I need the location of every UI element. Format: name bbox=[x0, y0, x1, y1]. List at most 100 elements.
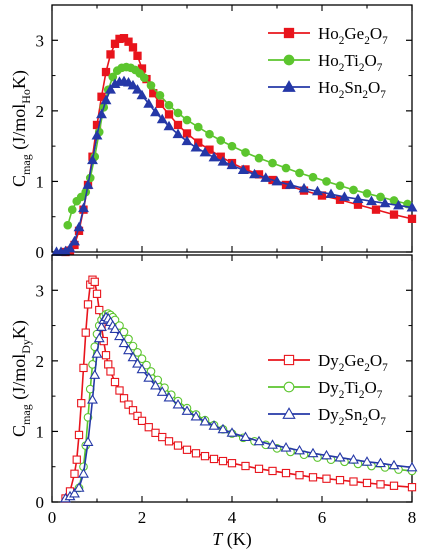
legend-label-text: Dy bbox=[318, 405, 339, 424]
data-point bbox=[322, 177, 331, 186]
data-point bbox=[151, 428, 160, 437]
data-point bbox=[362, 478, 372, 488]
data-point bbox=[308, 172, 318, 182]
data-point bbox=[253, 435, 265, 446]
data-point bbox=[285, 179, 296, 189]
data-point bbox=[72, 455, 81, 464]
legend-entry: Ho2Ti2O7 bbox=[268, 51, 383, 74]
data-point bbox=[308, 473, 318, 482]
data-point bbox=[334, 451, 346, 462]
legend-entry: Dy2Ge2O7 bbox=[268, 351, 388, 374]
legend-label: Ho2Ge2O7 bbox=[318, 24, 388, 47]
series-line bbox=[66, 66, 408, 226]
data-point bbox=[139, 73, 149, 83]
data-point bbox=[388, 459, 400, 470]
data-point bbox=[136, 89, 148, 100]
data-point bbox=[137, 354, 147, 364]
data-point bbox=[82, 179, 94, 189]
legend-label-subscript: 2 bbox=[339, 416, 345, 428]
data-point bbox=[106, 367, 115, 376]
data-point bbox=[241, 148, 250, 157]
data-point bbox=[73, 482, 85, 492]
data-point bbox=[156, 386, 168, 396]
data-point bbox=[208, 420, 220, 430]
data-point bbox=[193, 122, 203, 132]
data-point bbox=[254, 153, 264, 163]
data-point bbox=[182, 445, 192, 454]
data-point bbox=[106, 50, 115, 59]
y-label-symbol: C bbox=[9, 425, 29, 437]
legend-label-text: Ge bbox=[344, 351, 364, 370]
data-point bbox=[254, 464, 264, 473]
data-point bbox=[118, 337, 130, 348]
data-point bbox=[132, 84, 143, 94]
legend-label-subscript: 2 bbox=[339, 89, 345, 101]
data-point bbox=[226, 427, 238, 437]
data-point bbox=[63, 220, 73, 230]
data-point bbox=[312, 185, 323, 196]
data-point bbox=[89, 369, 101, 379]
x-tick-label: 8 bbox=[408, 508, 417, 527]
data-point bbox=[389, 481, 399, 490]
y-tick-label: 2 bbox=[36, 102, 45, 121]
data-point bbox=[181, 405, 193, 415]
legend-label-text: Ti bbox=[344, 378, 359, 397]
legend-label-text: Ti bbox=[344, 51, 359, 70]
data-point bbox=[349, 477, 358, 486]
legend-label-text: O bbox=[365, 51, 377, 70]
data-point bbox=[150, 379, 161, 390]
data-point bbox=[181, 135, 193, 146]
data-point bbox=[124, 37, 133, 46]
legend-label-subscript: 2 bbox=[359, 389, 365, 401]
data-point bbox=[281, 163, 291, 173]
y-tick-label: 3 bbox=[36, 31, 45, 50]
legend-label-subscript: 2 bbox=[339, 35, 345, 47]
data-point bbox=[123, 344, 134, 355]
data-point bbox=[172, 128, 184, 139]
data-point bbox=[109, 323, 121, 334]
data-point bbox=[190, 141, 202, 152]
data-point bbox=[173, 441, 183, 450]
y-label-unit-subscript: Dy bbox=[19, 339, 33, 354]
data-point bbox=[322, 474, 331, 483]
legend-label: Dy2Ge2O7 bbox=[318, 351, 388, 374]
data-point bbox=[69, 487, 80, 498]
data-point bbox=[79, 363, 88, 373]
data-point bbox=[150, 106, 161, 117]
legend-label-text: O bbox=[370, 24, 382, 43]
data-point bbox=[281, 468, 291, 478]
data-point bbox=[182, 115, 192, 125]
data-point bbox=[137, 416, 147, 425]
data-point bbox=[78, 468, 89, 478]
data-point bbox=[127, 351, 139, 362]
x-tick-label: 6 bbox=[318, 508, 327, 527]
data-point bbox=[104, 360, 113, 369]
data-point bbox=[379, 197, 391, 208]
data-point bbox=[389, 210, 399, 219]
legend-label-text: Ho bbox=[318, 51, 339, 70]
x-tick-label: 0 bbox=[48, 508, 57, 527]
data-point bbox=[87, 394, 98, 404]
data-point bbox=[128, 43, 138, 52]
y-tick-label: 3 bbox=[36, 281, 45, 300]
data-point bbox=[114, 330, 125, 341]
data-point bbox=[146, 81, 156, 90]
legend-label-text: Dy bbox=[318, 378, 339, 397]
y-label-subscript: mag bbox=[19, 154, 33, 175]
legend-label-subscript: 7 bbox=[377, 62, 383, 74]
y-axis-label: Cmag (J/molHoK) bbox=[9, 70, 33, 187]
legend-label-subscript: 7 bbox=[377, 389, 383, 401]
data-point bbox=[133, 348, 142, 357]
legend-label-text: Sn bbox=[344, 78, 362, 97]
legend-label-text: O bbox=[365, 378, 377, 397]
legend-entry: Dy2Sn2O7 bbox=[268, 405, 386, 428]
data-point bbox=[127, 79, 139, 90]
data-point bbox=[108, 72, 118, 82]
data-point bbox=[218, 456, 228, 466]
data-point bbox=[407, 214, 417, 223]
y-tick-label: 2 bbox=[36, 352, 45, 371]
data-point bbox=[407, 483, 417, 492]
data-point bbox=[96, 321, 107, 331]
data-point bbox=[164, 100, 174, 110]
